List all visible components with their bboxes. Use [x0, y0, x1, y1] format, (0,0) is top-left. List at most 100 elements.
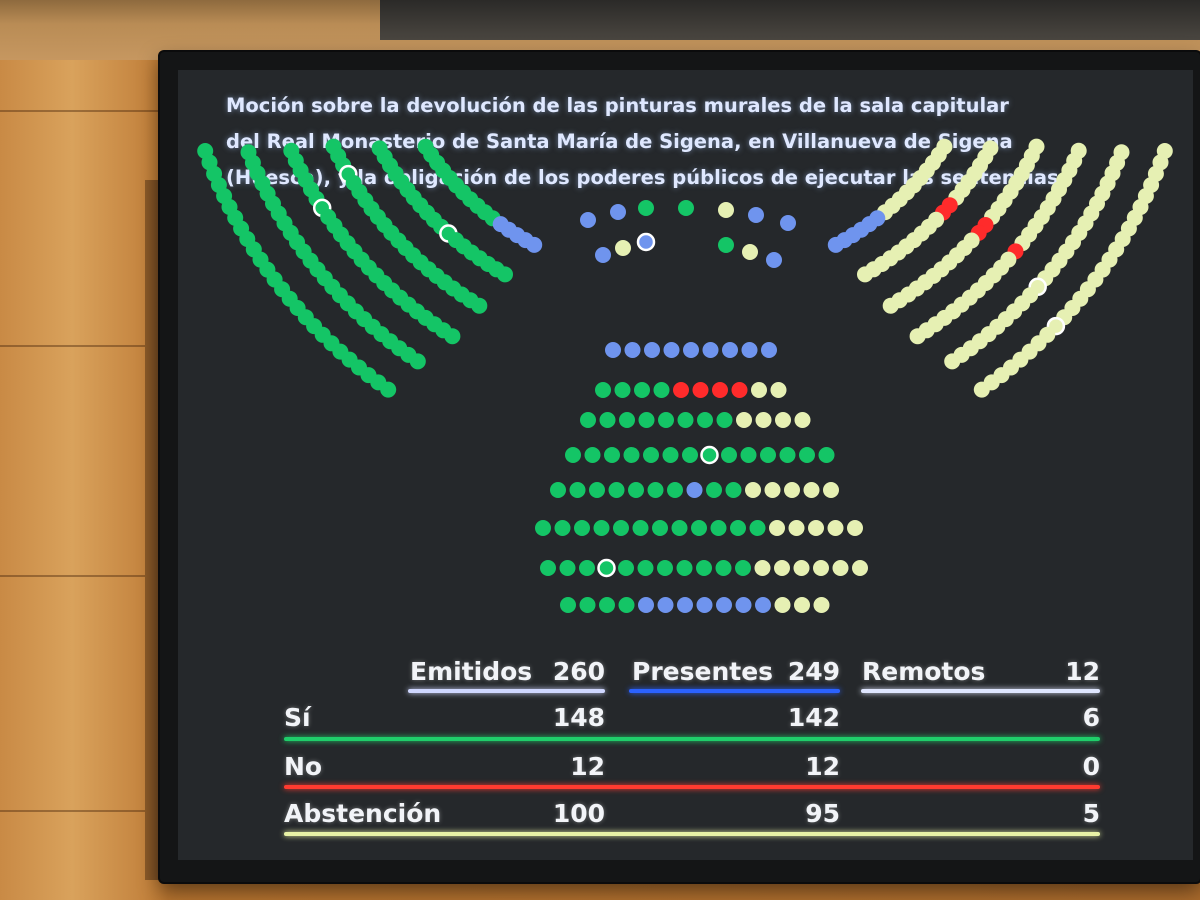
seat	[667, 482, 683, 498]
seat	[637, 560, 654, 576]
no-row-label: No	[284, 752, 323, 781]
seat	[696, 560, 712, 576]
seat	[764, 482, 781, 498]
seat	[794, 412, 811, 428]
seat	[647, 482, 664, 498]
seat	[604, 447, 620, 463]
seat	[751, 382, 767, 398]
motion-title-line: Moción sobre la devolución de las pintur…	[226, 94, 1009, 117]
yes-row-line	[284, 737, 1100, 741]
ceiling-shadow	[380, 0, 1200, 40]
seat	[769, 520, 785, 536]
seat	[658, 412, 674, 428]
seat	[634, 382, 650, 398]
seat	[444, 328, 461, 345]
no-remotos: 0	[1082, 752, 1100, 781]
remotos-underline	[861, 689, 1100, 693]
seat	[780, 215, 796, 231]
seat	[722, 342, 738, 358]
seat	[754, 560, 771, 576]
presentes-header-label: Presentes	[632, 657, 774, 686]
seat	[540, 560, 556, 576]
abstention-remotos: 5	[1082, 799, 1100, 828]
seat	[718, 237, 734, 253]
seat	[779, 447, 796, 463]
hemicycle-seat-map	[197, 138, 1173, 613]
seat	[550, 482, 566, 498]
seat	[638, 412, 655, 428]
seat	[813, 560, 829, 576]
seat	[852, 560, 868, 576]
seat	[696, 597, 713, 613]
seat	[624, 342, 641, 358]
seat	[721, 447, 737, 463]
seat	[710, 520, 727, 536]
seat	[663, 342, 680, 358]
seat	[652, 520, 668, 536]
seat	[742, 244, 758, 260]
seat	[700, 445, 719, 465]
seat	[628, 482, 644, 498]
seat	[677, 412, 694, 428]
seat	[682, 447, 698, 463]
seat	[589, 482, 605, 498]
seat	[702, 342, 719, 358]
abstention-row-line	[284, 832, 1100, 836]
seat	[623, 447, 640, 463]
seat	[565, 447, 581, 463]
seat	[909, 328, 926, 345]
seat	[671, 520, 688, 536]
seat	[725, 482, 742, 498]
seat	[619, 412, 635, 428]
seat	[683, 342, 699, 358]
seat	[775, 412, 791, 428]
seat	[741, 342, 758, 358]
seat	[712, 382, 728, 398]
voting-screen: Moción sobre la devolución de las pintur…	[178, 70, 1193, 860]
seat	[716, 597, 732, 613]
remotos-header-label: Remotos	[862, 657, 986, 686]
seat	[662, 447, 679, 463]
seat	[882, 297, 899, 314]
wood-panel-seam	[0, 575, 160, 577]
seat	[774, 560, 790, 576]
seat	[770, 382, 787, 398]
seat	[755, 597, 771, 613]
seat	[730, 520, 746, 536]
seat	[657, 597, 674, 613]
seat	[788, 520, 805, 536]
seat	[593, 520, 610, 536]
seat	[380, 381, 397, 398]
seat	[944, 353, 961, 370]
seat	[813, 597, 830, 613]
seat	[715, 560, 732, 576]
seat	[692, 382, 709, 398]
seat	[618, 597, 635, 613]
seat	[559, 560, 576, 576]
seat	[761, 342, 777, 358]
seat	[653, 382, 670, 398]
seat	[610, 204, 626, 220]
yes-presentes: 142	[787, 703, 840, 732]
seat	[580, 212, 596, 228]
seat	[718, 202, 734, 218]
seat	[409, 353, 426, 370]
seat	[643, 447, 659, 463]
seat	[597, 558, 616, 578]
presentes-header-value: 249	[787, 657, 840, 686]
motion-title: Moción sobre la devolución de las pintur…	[226, 88, 1156, 196]
results-table: Emitidos 260 Presentes 249 Remotos 12 Sí…	[178, 70, 1193, 860]
seat	[595, 247, 611, 263]
yes-emitidos: 148	[552, 703, 605, 732]
seat	[580, 412, 596, 428]
seat	[766, 252, 782, 268]
seat	[497, 266, 513, 283]
seat	[579, 560, 595, 576]
seat	[832, 560, 849, 576]
seat	[614, 382, 631, 398]
seat	[615, 240, 631, 256]
seat	[676, 560, 693, 576]
motion-title-line: (Huesca), y la obligación de los poderes…	[226, 166, 1059, 189]
seat	[599, 412, 616, 428]
seat	[755, 412, 772, 428]
